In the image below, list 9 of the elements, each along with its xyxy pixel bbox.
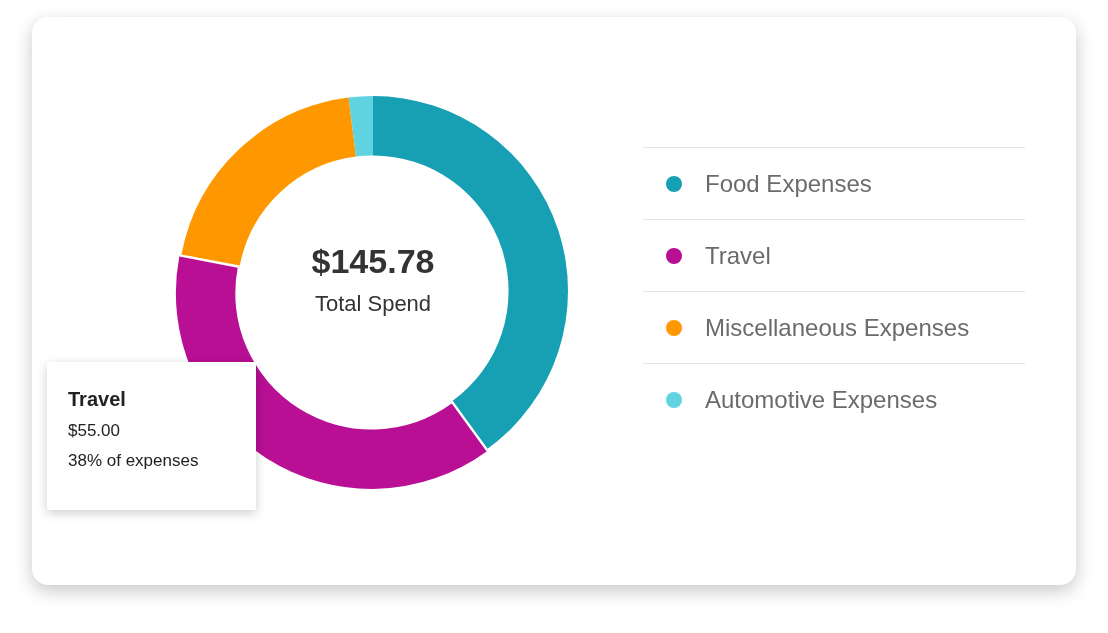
text: Total Spend bbox=[313, 291, 433, 317]
legend-label: Automotive Expenses bbox=[705, 385, 938, 414]
text: $55.00 bbox=[68, 421, 121, 441]
text: $145.78 bbox=[310, 242, 436, 281]
text: Travel bbox=[68, 388, 127, 411]
text: 38% of expenses bbox=[68, 451, 200, 471]
legend-label: Food Expenses bbox=[705, 169, 872, 198]
legend-label: Travel bbox=[705, 241, 771, 270]
legend-label: Miscellaneous Expenses bbox=[705, 313, 970, 342]
